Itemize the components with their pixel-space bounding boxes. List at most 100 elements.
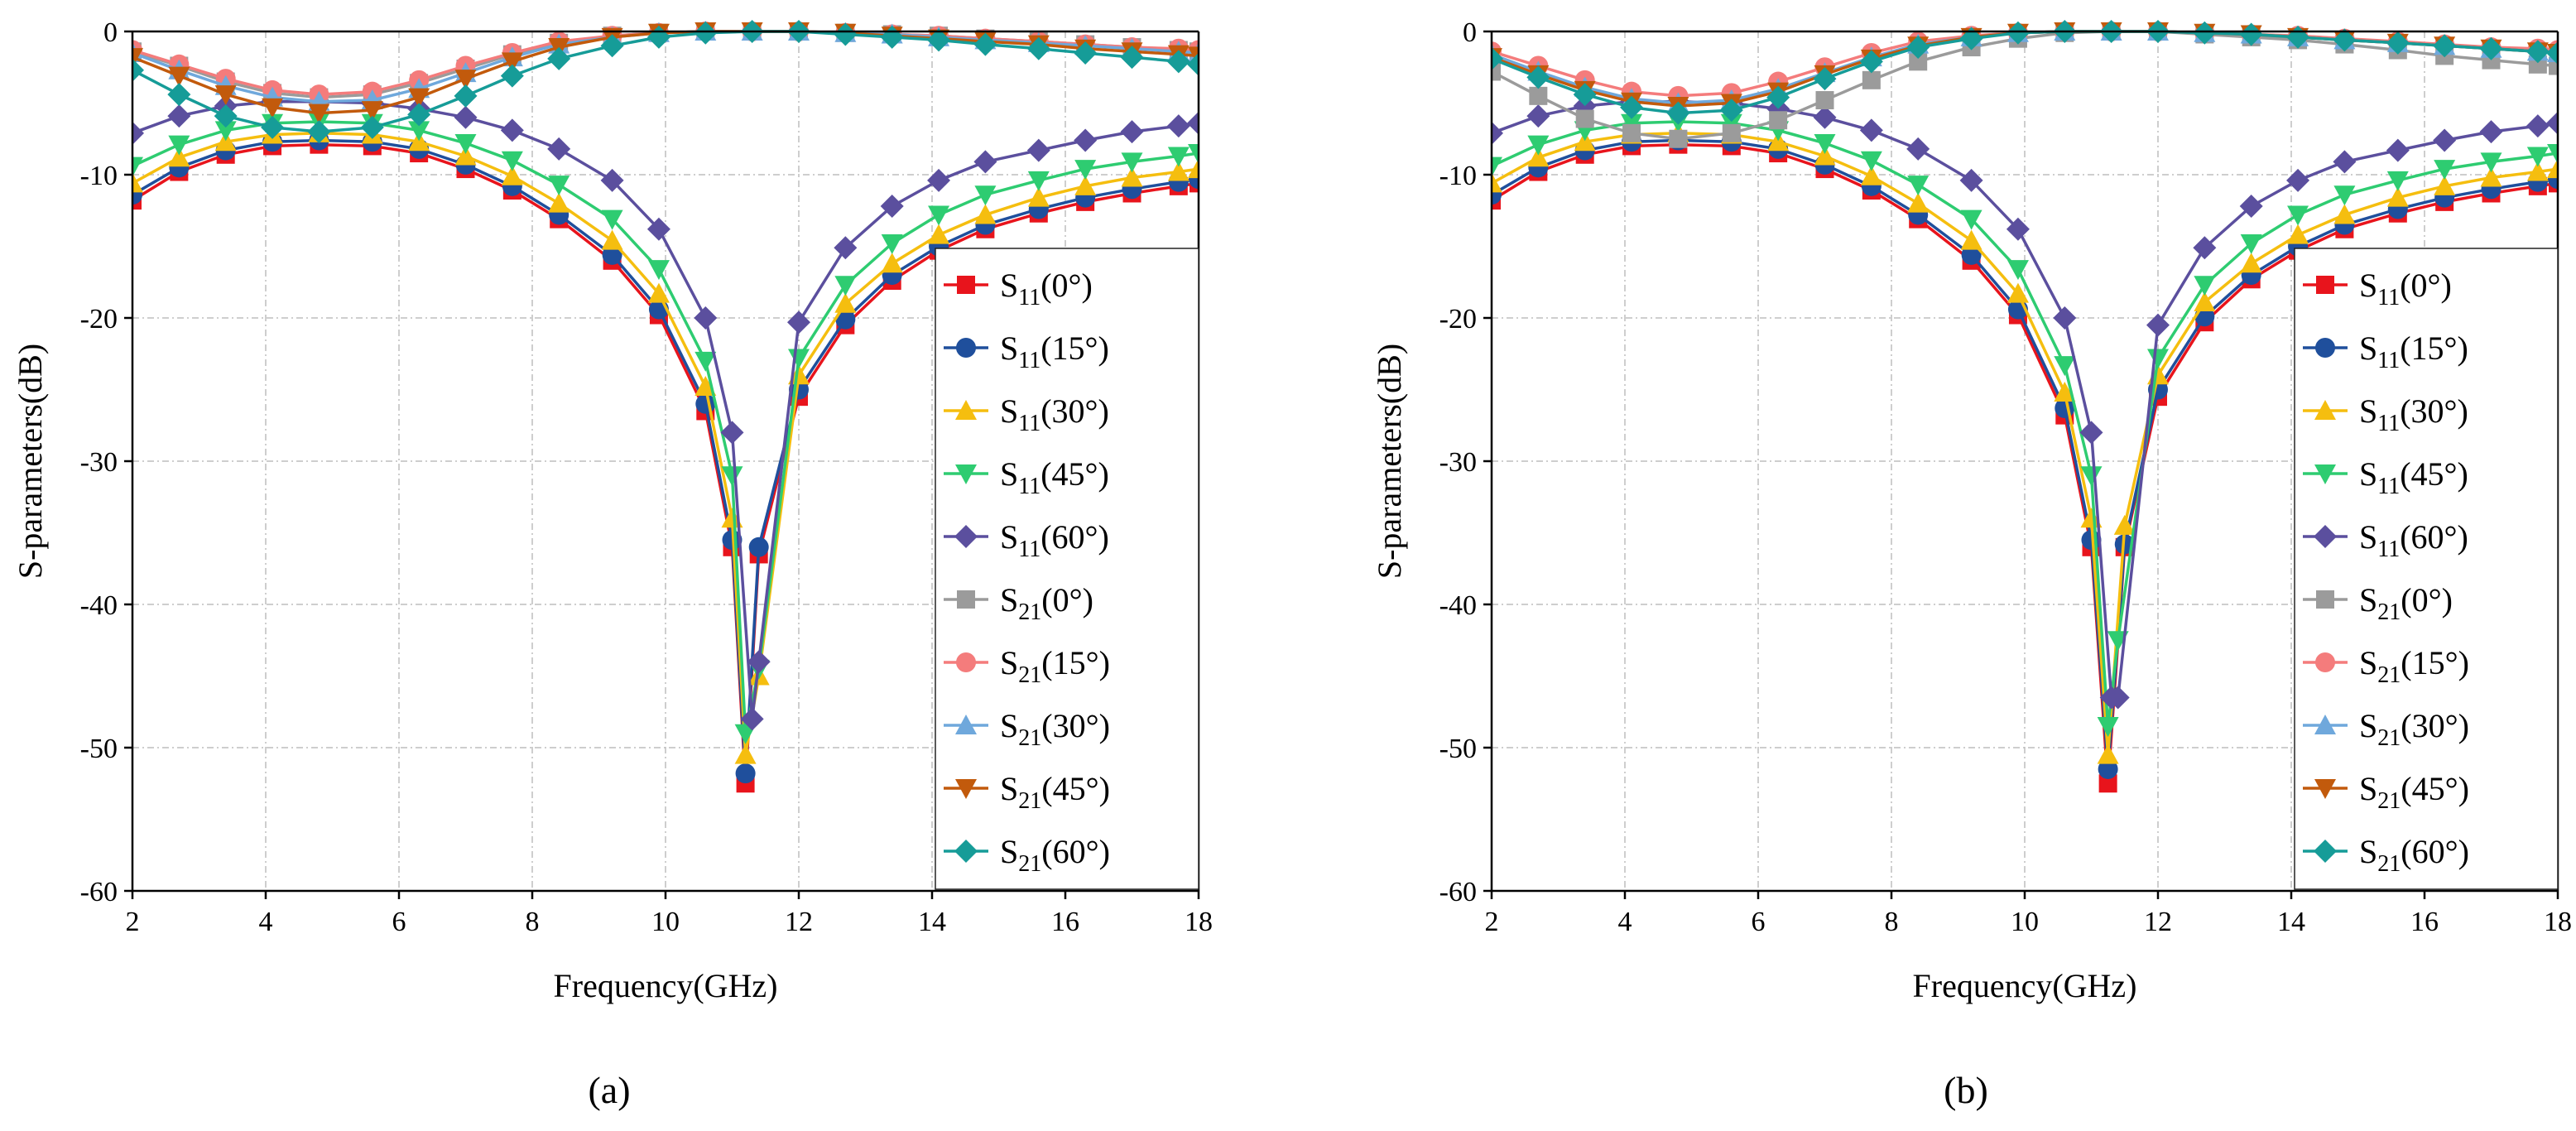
x-tick-label: 8 xyxy=(526,907,540,937)
legend-item: S11(30°) xyxy=(2303,392,2468,436)
data-point xyxy=(168,66,190,87)
legend-label: S11(30°) xyxy=(2359,392,2468,436)
legend-label-angle: (15°) xyxy=(2400,330,2468,367)
data-point xyxy=(1720,113,1742,134)
data-point xyxy=(880,195,904,219)
legend-label-base: S xyxy=(2359,581,2377,618)
data-point xyxy=(973,150,997,174)
data-point xyxy=(2113,514,2136,535)
data-point xyxy=(1492,46,1503,70)
data-point xyxy=(454,70,477,90)
legend-swatch-marker xyxy=(2316,276,2334,294)
data-point xyxy=(1909,52,1928,71)
series-layer xyxy=(1492,20,2558,793)
legend-item: S11(30°) xyxy=(944,392,1109,436)
legend-item: S11(15°) xyxy=(2303,330,2468,373)
data-point xyxy=(973,32,997,56)
legend-box xyxy=(2294,248,2559,890)
y-axis-title: S-parameters(dB) xyxy=(12,344,49,579)
data-point xyxy=(2479,36,2503,60)
data-point xyxy=(500,118,524,142)
data-point xyxy=(454,105,478,129)
legend-label: S21(15°) xyxy=(1000,644,1110,688)
data-point xyxy=(694,306,718,330)
legend-label-subscript: 11 xyxy=(2377,285,2400,310)
legend-label-angle: (30°) xyxy=(2400,392,2468,430)
x-axis-title: Frequency(GHz) xyxy=(1913,967,2137,1004)
data-point xyxy=(1188,158,1199,179)
y-tick-label: -60 xyxy=(80,877,118,907)
legend-label-angle: (45°) xyxy=(2401,770,2469,807)
data-point xyxy=(600,34,624,58)
data-point xyxy=(1960,229,1982,250)
data-point xyxy=(834,292,857,313)
data-point xyxy=(2286,168,2310,192)
data-point xyxy=(974,185,997,206)
data-point xyxy=(2333,150,2357,174)
legend-swatch-marker xyxy=(956,338,976,358)
x-tick-label: 16 xyxy=(2410,907,2439,937)
legend: S11(0°)S11(15°)S11(30°)S11(45°)S11(60°)S… xyxy=(935,248,1199,890)
legend-label-angle: (0°) xyxy=(1041,581,1093,618)
data-point xyxy=(601,229,623,250)
data-point xyxy=(1859,118,1883,142)
data-point xyxy=(501,151,523,171)
data-point xyxy=(2333,185,2356,206)
legend-label: S11(30°) xyxy=(1000,392,1109,436)
legend-label-base: S xyxy=(1000,267,1018,304)
legend-item: S21(0°) xyxy=(2303,581,2453,625)
data-point xyxy=(1961,244,1982,265)
data-point xyxy=(2433,128,2457,152)
data-point xyxy=(2006,21,2030,45)
legend-label: S11(15°) xyxy=(2359,330,2468,373)
x-tick-label: 8 xyxy=(1885,907,1899,937)
data-point xyxy=(132,121,144,145)
data-point xyxy=(1120,120,1144,144)
legend-label-base: S xyxy=(1000,707,1018,744)
legend-label-base: S xyxy=(2359,330,2377,367)
legend-label-subscript: 21 xyxy=(2377,725,2401,751)
x-tick-label: 6 xyxy=(392,907,406,937)
y-tick-label: -20 xyxy=(80,304,118,334)
legend-swatch-marker xyxy=(2314,464,2336,484)
data-point xyxy=(1766,85,1790,109)
data-point xyxy=(835,309,856,330)
y-tick-label: -20 xyxy=(1439,304,1477,334)
series-11-(60°) xyxy=(132,89,1199,731)
data-point xyxy=(881,234,903,255)
data-point xyxy=(1907,192,1930,213)
data-point xyxy=(1719,99,1743,123)
data-point xyxy=(2106,686,2130,710)
data-point xyxy=(1906,137,1930,161)
legend-label: S11(0°) xyxy=(1000,267,1093,310)
data-point xyxy=(647,260,670,281)
legend-label-subscript: 21 xyxy=(1018,662,1041,688)
legend-label-angle: (30°) xyxy=(1041,707,1110,744)
data-point xyxy=(1074,175,1097,195)
y-tick-label: -50 xyxy=(1439,734,1477,764)
data-point xyxy=(132,58,144,82)
data-point xyxy=(2480,152,2502,173)
data-point xyxy=(1492,172,1502,193)
legend-label: S11(45°) xyxy=(2359,455,2468,499)
legend-label-subscript: 21 xyxy=(1018,599,1041,625)
x-tick-label: 2 xyxy=(126,907,140,937)
data-point xyxy=(1026,138,1050,162)
data-point xyxy=(1722,123,1741,142)
data-point xyxy=(2053,306,2077,330)
legend-label-subscript: 21 xyxy=(2377,662,2401,688)
legend-swatch-marker xyxy=(955,464,977,484)
legend-label-subscript: 11 xyxy=(2377,537,2400,562)
data-point xyxy=(132,172,143,193)
legend-swatch-marker xyxy=(956,652,976,672)
data-point xyxy=(408,88,430,108)
data-point xyxy=(1907,176,1930,196)
legend-label: S11(15°) xyxy=(1000,330,1109,373)
legend-item: S21(60°) xyxy=(944,833,1110,877)
legend-swatch-marker xyxy=(957,590,975,609)
legend-swatch-marker xyxy=(2314,525,2337,548)
data-point xyxy=(1074,41,1098,65)
data-point xyxy=(694,376,717,397)
legend-item: S11(0°) xyxy=(2303,267,2452,310)
